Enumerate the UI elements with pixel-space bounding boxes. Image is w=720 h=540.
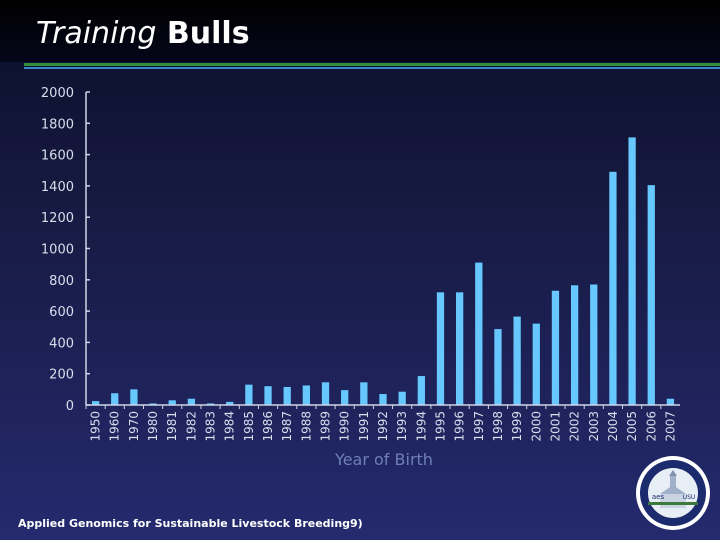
bar (168, 400, 176, 405)
x-tick-label: 1981 (165, 411, 179, 442)
bar (264, 386, 272, 405)
x-tick-label: 1996 (453, 411, 467, 442)
x-tick-label: 2001 (548, 411, 562, 442)
x-tick-label: 1986 (261, 411, 275, 442)
bar (245, 384, 253, 405)
y-tick-label: 400 (49, 336, 74, 351)
bar (206, 403, 215, 405)
bar (379, 394, 387, 405)
bar (609, 171, 617, 405)
x-tick-label: 1997 (472, 411, 486, 442)
bar (130, 389, 138, 405)
x-tick-label: 1982 (184, 411, 198, 442)
bar (302, 385, 310, 405)
bar (494, 329, 502, 405)
x-tick-label: 1980 (146, 411, 160, 442)
bar (532, 323, 540, 405)
bar (436, 292, 445, 405)
title-rest: Bulls (166, 16, 250, 51)
bar (647, 185, 655, 405)
bar (666, 398, 675, 405)
x-tick-label: 2003 (587, 411, 601, 442)
y-tick-label: 1600 (41, 149, 74, 164)
bar (513, 316, 521, 405)
bar (149, 403, 157, 405)
bar (456, 292, 464, 405)
y-tick-label: 1800 (41, 117, 74, 132)
x-tick-label: 1985 (242, 411, 256, 442)
bar (417, 376, 425, 405)
x-tick-label: 1970 (127, 411, 141, 442)
y-tick-label: 2000 (41, 86, 74, 101)
bar (341, 390, 349, 405)
bar (91, 401, 100, 405)
x-tick-label: 1990 (338, 411, 352, 442)
y-tick-label: 800 (49, 274, 74, 289)
x-tick-label: 1993 (395, 411, 409, 442)
x-tick-label: 1984 (223, 411, 237, 442)
y-tick-label: 1200 (41, 211, 74, 226)
bar (475, 262, 483, 405)
y-axis: 0 200 400 600 800 1000 1200 1400 1600 1800 2000 (41, 86, 90, 414)
bar (570, 285, 579, 405)
footer-text: Applied Genomics for Sustainable Livesto… (18, 517, 363, 530)
x-tick-label: 1998 (491, 411, 505, 442)
bar (321, 382, 330, 405)
x-tick-label: 2004 (606, 411, 620, 442)
bar (283, 387, 291, 405)
x-tick-label: 1989 (319, 411, 333, 442)
x-tick-label: 2005 (625, 411, 639, 442)
bar (226, 401, 234, 405)
seal-label-right: USU (683, 494, 696, 501)
x-tick-label: 1999 (510, 411, 524, 442)
x-tick-label: 1960 (108, 411, 122, 442)
x-tick-label: 2007 (663, 411, 677, 442)
y-tick-label: 200 (49, 368, 74, 383)
x-tick-label: 1983 (204, 411, 218, 442)
header-bar (0, 0, 720, 62)
x-tick-label: 1992 (376, 411, 390, 442)
y-tick-label: 0 (66, 399, 74, 414)
bar (551, 290, 560, 405)
x-tick-label: 2002 (568, 411, 582, 442)
title-italic: Training (36, 16, 157, 51)
x-tick-label: 1950 (89, 411, 103, 442)
header-divider-green (24, 63, 720, 66)
x-axis-label: Year of Birth (334, 450, 433, 469)
bar (111, 393, 119, 405)
x-tick-label: 1995 (433, 411, 447, 442)
x-tick-label: 1987 (280, 411, 294, 442)
bar (187, 398, 196, 405)
seal-label-left: aes (652, 493, 665, 501)
y-tick-label: 1000 (41, 243, 74, 258)
y-tick-label: 1400 (41, 180, 74, 195)
x-axis: 1950 1960 1970 1980 1981 1982 1983 1984 1985 1986… (85, 404, 680, 442)
header-divider-blue (24, 67, 720, 69)
x-tick-label: 1994 (414, 411, 428, 442)
x-tick-label: 2000 (529, 411, 543, 442)
page-title: Training Bulls (36, 16, 250, 51)
y-tick-label: 600 (49, 305, 74, 320)
bar (590, 284, 598, 405)
bar (360, 382, 368, 405)
university-seal-icon: aes USU (636, 456, 710, 530)
bar-series (91, 137, 675, 405)
x-tick-label: 2006 (644, 411, 658, 442)
bar (628, 137, 636, 405)
x-tick-label: 1988 (299, 411, 313, 442)
x-tick-label: 1991 (357, 411, 371, 442)
bar (398, 391, 406, 405)
